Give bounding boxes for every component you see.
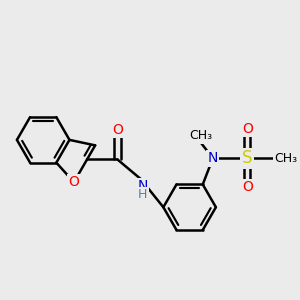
Text: O: O — [242, 122, 253, 136]
Text: O: O — [112, 123, 123, 136]
Text: N: N — [137, 179, 148, 193]
Text: O: O — [242, 180, 253, 194]
Text: CH₃: CH₃ — [189, 129, 212, 142]
Text: H: H — [138, 188, 147, 201]
Text: O: O — [68, 175, 80, 189]
Text: CH₃: CH₃ — [274, 152, 297, 165]
Text: N: N — [208, 151, 218, 165]
Text: S: S — [242, 149, 253, 167]
